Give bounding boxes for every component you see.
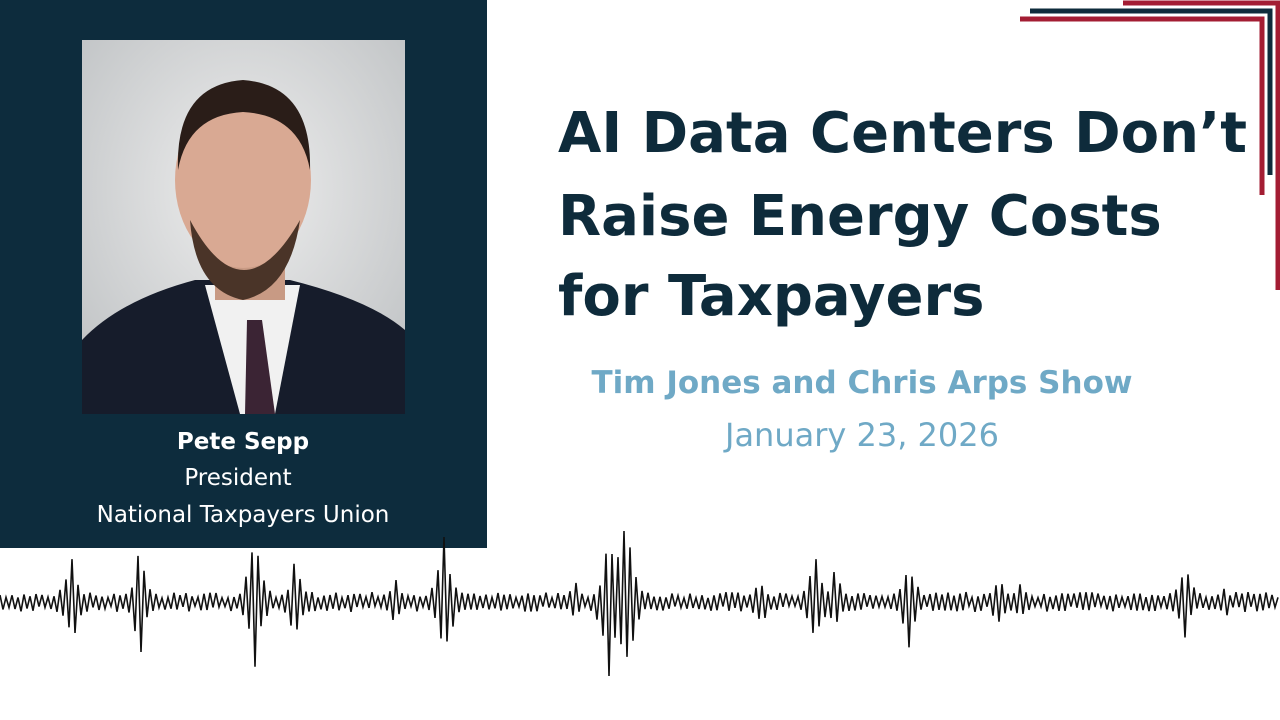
speaker-role: President <box>184 465 291 491</box>
audio-waveform <box>0 530 1279 677</box>
speaker-name: Pete Sepp <box>177 429 309 455</box>
title-line: for Taxpayers <box>558 264 984 329</box>
title-line: Raise Energy Costs <box>558 184 1162 249</box>
date: January 23, 2026 <box>723 416 999 454</box>
photo <box>82 40 405 414</box>
speaker-organization: National Taxpayers Union <box>97 502 390 528</box>
show-name: Tim Jones and Chris Arps Show <box>591 365 1132 401</box>
corner-decoration <box>1020 0 1280 290</box>
title-line: AI Data Centers Don’t <box>558 101 1247 166</box>
title: AI Data Centers Don’t Raise Energy Costs… <box>558 101 1247 329</box>
